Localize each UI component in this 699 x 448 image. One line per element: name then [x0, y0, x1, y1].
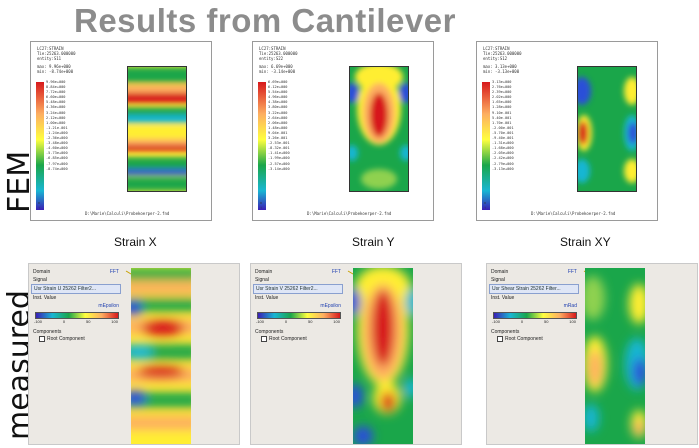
signal-label: Signal — [491, 277, 505, 283]
inst-value-label: Inst. Value — [33, 295, 57, 301]
strain-xy-label: Strain XY — [560, 235, 611, 249]
root-component-item[interactable]: Root Component — [261, 336, 343, 342]
checkbox-icon[interactable] — [497, 336, 503, 342]
domain-label: Domain — [33, 269, 51, 275]
fem-axis-triad: x ↑ — [484, 200, 486, 210]
fem-contour-strain-xy — [577, 66, 637, 192]
signal-selector[interactable]: Usr Strain U 25262 Filter2... — [31, 284, 121, 294]
domain-value[interactable]: FFT — [331, 269, 341, 275]
unit-label: mEpsilon — [320, 303, 341, 309]
strain-y-label: Strain Y — [352, 235, 395, 249]
domain-value[interactable]: FFT — [567, 269, 577, 275]
inst-value-label: Inst. Value — [255, 295, 279, 301]
measured-panel-strain-xy: Domain FFT Signal Usr Shear Strain 25262 … — [486, 263, 698, 445]
measured-color-scale — [35, 312, 119, 319]
checkbox-icon[interactable] — [39, 336, 45, 342]
signal-label: Signal — [33, 277, 47, 283]
signal-selector[interactable]: Usr Shear Strain 25262 Filter... — [489, 284, 579, 294]
components-label: Components — [255, 329, 284, 335]
fem-panel-strain-xy: LC27:STRAIN Tie:25263.000000 entity:S12 … — [476, 41, 658, 221]
measured-panel-strain-x: Domain FFT Signal Usr Strain U 25262 Filt… — [28, 263, 240, 445]
fem-axis-triad: x ↑ — [260, 200, 262, 210]
fem-contour-strain-y — [349, 66, 409, 192]
measured-color-scale — [493, 312, 577, 319]
unit-label: mRad — [563, 303, 577, 309]
fem-color-legend — [36, 82, 44, 210]
fem-color-legend — [482, 82, 490, 210]
measured-panel-strain-y: Domain FFT Signal Usr Strain V 25262 Filt… — [250, 263, 462, 445]
unit-label: mEpsilon — [98, 303, 119, 309]
domain-label: Domain — [491, 269, 509, 275]
fem-axis-triad: x ↑ — [38, 200, 40, 210]
domain-label: Domain — [255, 269, 273, 275]
fem-contour-strain-x — [127, 66, 187, 192]
color-scale-ticks: -100 0 50 100 — [256, 319, 340, 324]
fem-panel-strain-y: LC27:STRAIN Tie:25263.000000 entity:S22 … — [252, 41, 434, 221]
measured-contour-strain-xy — [585, 268, 645, 444]
fem-minmax: max: 3.13e+000 min: -3.13e+000 — [483, 64, 520, 74]
fem-panel-strain-x: LC27:STRAIN Tie:25263.000000 entity:S11 … — [30, 41, 212, 221]
signal-selector[interactable]: Usr Strain V 25262 Filter2... — [253, 284, 343, 294]
fem-file-path: D:\Marie\Calculi\Probekoerper-2.fnd — [85, 211, 170, 216]
measured-contour-strain-y — [353, 268, 413, 444]
components-label: Components — [491, 329, 520, 335]
root-component-item[interactable]: Root Component — [497, 336, 579, 342]
measured-color-scale — [257, 312, 341, 319]
fem-header: LC27:STRAIN Tie:25263.000000 entity:S11 — [37, 46, 76, 61]
fem-minmax: max: 6.69e+000 min: -3.14e+000 — [259, 64, 296, 74]
measurement-sidebar: Domain FFT Signal Usr Strain U 25262 Filt… — [31, 268, 121, 440]
measurement-sidebar: Domain FFT Signal Usr Shear Strain 25262 … — [489, 268, 579, 440]
fem-legend-ticks: 6.69e+000 6.12e+000 5.54e+000 4.96e+000 4.38… — [268, 80, 290, 171]
fem-file-path: D:\Marie\Calculi\Probekoerper-2.fnd — [531, 211, 616, 216]
components-label: Components — [33, 329, 62, 335]
measurement-sidebar: Domain FFT Signal Usr Strain V 25262 Filt… — [253, 268, 343, 440]
fem-header: LC27:STRAIN Tie:25263.000000 entity:S22 — [259, 46, 298, 61]
checkbox-icon[interactable] — [261, 336, 267, 342]
fem-color-legend — [258, 82, 266, 210]
fem-header: LC27:STRAIN Tie:25263.000000 entity:S12 — [483, 46, 522, 61]
fem-file-path: D:\Marie\Calculi\Probekoerper-2.fnd — [307, 211, 392, 216]
inst-value-label: Inst. Value — [491, 295, 515, 301]
color-scale-ticks: -100 0 50 100 — [34, 319, 118, 324]
measured-contour-strain-x — [131, 268, 191, 444]
slide-title: Results from Cantilever — [74, 2, 456, 39]
root-component-item[interactable]: Root Component — [39, 336, 121, 342]
strain-x-label: Strain X — [114, 235, 157, 249]
fem-legend-ticks: 3.13e+000 2.76e+000 2.39e+000 2.02e+000 1.65… — [492, 80, 514, 171]
fem-legend-ticks: 9.96e+000 8.84e+000 7.72e+000 6.60e+000 5.48… — [46, 80, 68, 171]
domain-value[interactable]: FFT — [109, 269, 119, 275]
color-scale-ticks: -100 0 50 100 — [492, 319, 576, 324]
fem-minmax: max: 9.96e+000 min: -8.74e+000 — [37, 64, 74, 74]
signal-label: Signal — [255, 277, 269, 283]
